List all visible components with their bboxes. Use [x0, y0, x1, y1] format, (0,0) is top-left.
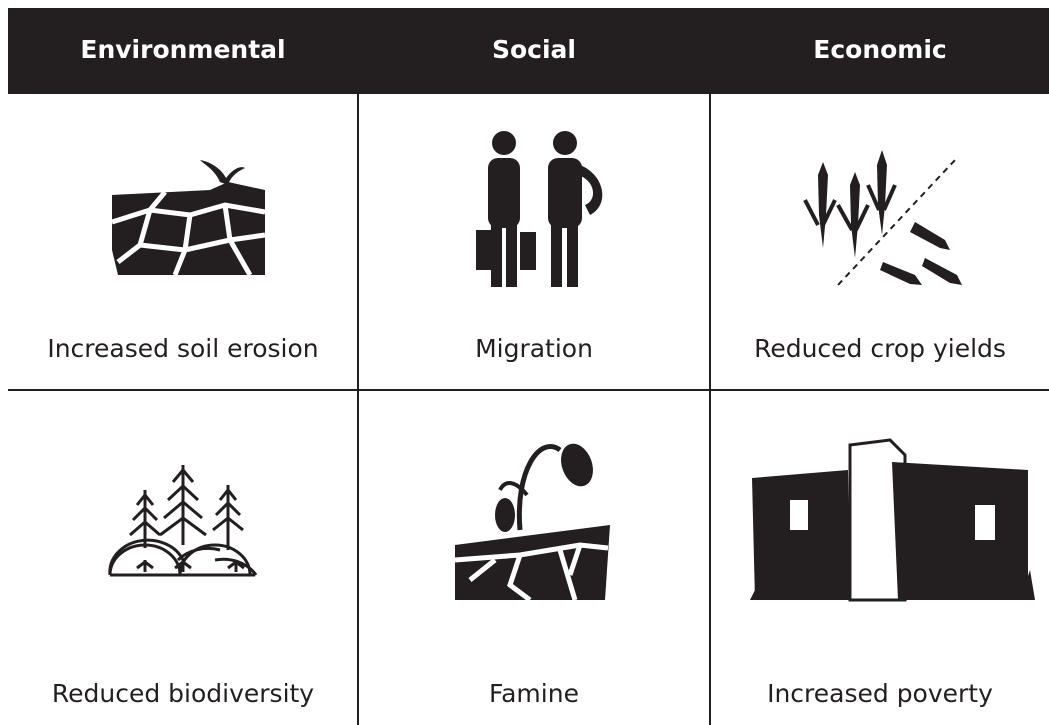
cell-label: Reduced crop yields: [754, 334, 1006, 363]
cell-label: Increased poverty: [767, 679, 993, 708]
crop-icon: [803, 150, 962, 286]
cell-label: Increased soil erosion: [47, 334, 318, 363]
column-header: Environmental: [80, 35, 285, 64]
header-bar: [8, 8, 1049, 94]
cell-label: Famine: [489, 679, 579, 708]
column-header: Social: [492, 35, 576, 64]
cell-label: Reduced biodiversity: [52, 679, 314, 708]
biodiversity-icon: [108, 465, 258, 577]
column-header: Economic: [813, 35, 946, 64]
soil-erosion-icon: [111, 160, 266, 277]
migration-icon: [476, 131, 603, 287]
cell-label: Migration: [475, 334, 593, 363]
famine-icon: [454, 443, 610, 602]
poverty-icon: [750, 438, 1035, 602]
